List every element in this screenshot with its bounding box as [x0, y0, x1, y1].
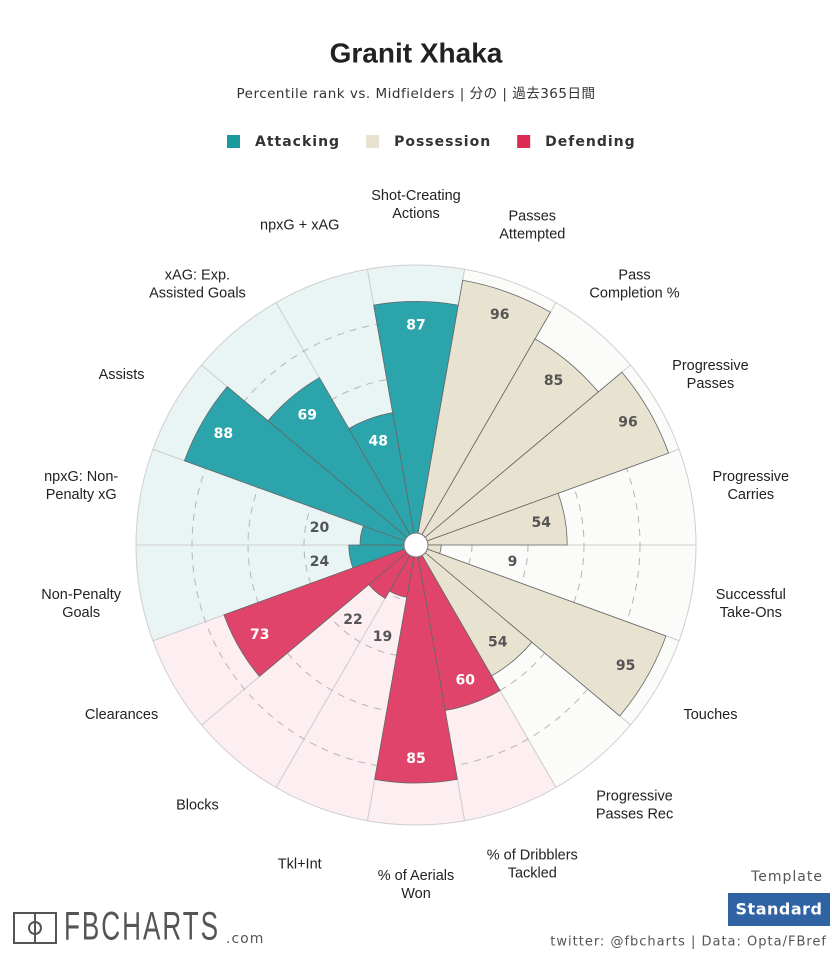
legend-swatch: [517, 135, 531, 148]
category-label-line: npxG: Non-: [44, 469, 118, 485]
category-label-line: Successful: [716, 587, 786, 603]
bar: [348, 412, 417, 546]
logo-text: FBCHARTS: [64, 905, 220, 949]
template-label: Template: [750, 869, 823, 885]
category-label-line: Penalty xG: [46, 487, 117, 503]
category-label-line: Take-Ons: [720, 605, 782, 621]
value-label: 85: [544, 373, 563, 389]
category-label: % of Aerials Won: [378, 868, 455, 902]
category-label-line: Actions: [392, 206, 440, 222]
value-label: 85: [406, 751, 425, 767]
category-label: npxG + xAG: [260, 217, 339, 233]
value-label: 60: [456, 672, 476, 688]
category-label: Progressive Passes: [672, 358, 749, 392]
category-label-line: % of Dribblers: [487, 847, 578, 863]
category-label-line: xAG: Exp.: [165, 267, 230, 283]
category-label-line: % of Aerials: [378, 868, 455, 884]
category-label-line: Attempted: [499, 226, 565, 242]
legend-label: Possession: [394, 134, 491, 150]
legend-swatch: [366, 135, 380, 148]
category-label: Shot-Creating Actions: [371, 188, 460, 222]
category-label-line: Passes: [509, 208, 557, 224]
value-label: 69: [297, 407, 316, 423]
legend-label: Attacking: [255, 134, 340, 150]
category-label-line: Tkl+Int: [278, 856, 322, 872]
logo-icon-circle: [28, 921, 42, 935]
credits: twitter: @fbcharts | Data: Opta/FBref: [550, 935, 827, 950]
value-label: 24: [310, 554, 330, 570]
template-button-bg[interactable]: [728, 893, 830, 926]
category-label-line: Non-Penalty: [41, 587, 122, 603]
category-label-line: Progressive: [713, 469, 790, 485]
bar: [267, 377, 417, 546]
bar: [183, 386, 417, 546]
category-label: Progressive Carries: [713, 469, 790, 503]
category-label-line: Goals: [62, 605, 100, 621]
category-label-line: Progressive: [672, 358, 749, 374]
category-label-line: Passes: [687, 376, 735, 392]
value-label: 95: [616, 658, 635, 674]
category-label: Blocks: [176, 797, 219, 813]
center-hole: [403, 532, 429, 558]
value-label: 22: [343, 612, 362, 628]
value-label: 87: [406, 317, 425, 333]
category-label-line: Passes Rec: [596, 806, 673, 822]
bar: [415, 492, 568, 546]
category-label: Assists: [99, 367, 145, 383]
bar: [415, 544, 667, 717]
value-label: 54: [532, 515, 552, 531]
value-label: 54: [488, 634, 508, 650]
chart-subtitle: Percentile rank vs. Midfielders | 分の | 過…: [236, 86, 595, 102]
category-label-line: Clearances: [85, 707, 158, 723]
category-label-line: Tackled: [508, 865, 557, 881]
category-label-line: Carries: [727, 487, 774, 503]
category-label: % of Dribblers Tackled: [487, 847, 578, 881]
category-label: Successful Take-Ons: [716, 587, 786, 621]
category-label-line: Assisted Goals: [149, 285, 246, 301]
value-label: 19: [373, 629, 392, 645]
category-label-line: npxG + xAG: [260, 217, 339, 233]
logo-suffix: .com: [226, 931, 264, 947]
category-label: Tkl+Int: [278, 856, 322, 872]
category-label-line: Completion %: [589, 285, 679, 301]
value-label: 88: [214, 426, 233, 442]
category-label: xAG: Exp. Assisted Goals: [149, 267, 246, 301]
bar: [223, 544, 417, 677]
category-label: Touches: [683, 707, 737, 723]
template-button-text[interactable]: Standard: [736, 900, 823, 919]
logo: FBCHARTS .com: [13, 905, 264, 949]
chart-title: Granit Xhaka: [330, 37, 503, 68]
category-label-line: Won: [401, 886, 431, 902]
value-label: 73: [250, 627, 269, 643]
category-label: Pass Completion %: [589, 267, 679, 301]
bar: [415, 371, 670, 546]
value-label: 9: [508, 554, 518, 570]
value-label: 48: [368, 433, 387, 449]
value-label: 96: [490, 307, 509, 323]
value-label: 20: [310, 520, 330, 536]
category-label: Non-Penalty Goals: [41, 587, 122, 621]
category-label-line: Blocks: [176, 797, 219, 813]
legend-label: Defending: [545, 134, 635, 150]
bar: [415, 279, 551, 546]
category-label: Progressive Passes Rec: [596, 788, 673, 822]
category-label: Clearances: [85, 707, 158, 723]
category-label: Passes Attempted: [499, 208, 565, 242]
category-label-line: Touches: [683, 707, 737, 723]
category-label-line: Pass: [618, 267, 650, 283]
category-label-line: Shot-Creating: [371, 188, 460, 204]
category-label: npxG: Non- Penalty xG: [44, 469, 118, 503]
category-label-line: Progressive: [596, 788, 673, 804]
legend-swatch: [227, 135, 240, 148]
bar: [374, 544, 458, 784]
value-label: 96: [618, 415, 637, 431]
template-button[interactable]: Standard: [728, 893, 830, 926]
category-label-line: Assists: [99, 367, 145, 383]
